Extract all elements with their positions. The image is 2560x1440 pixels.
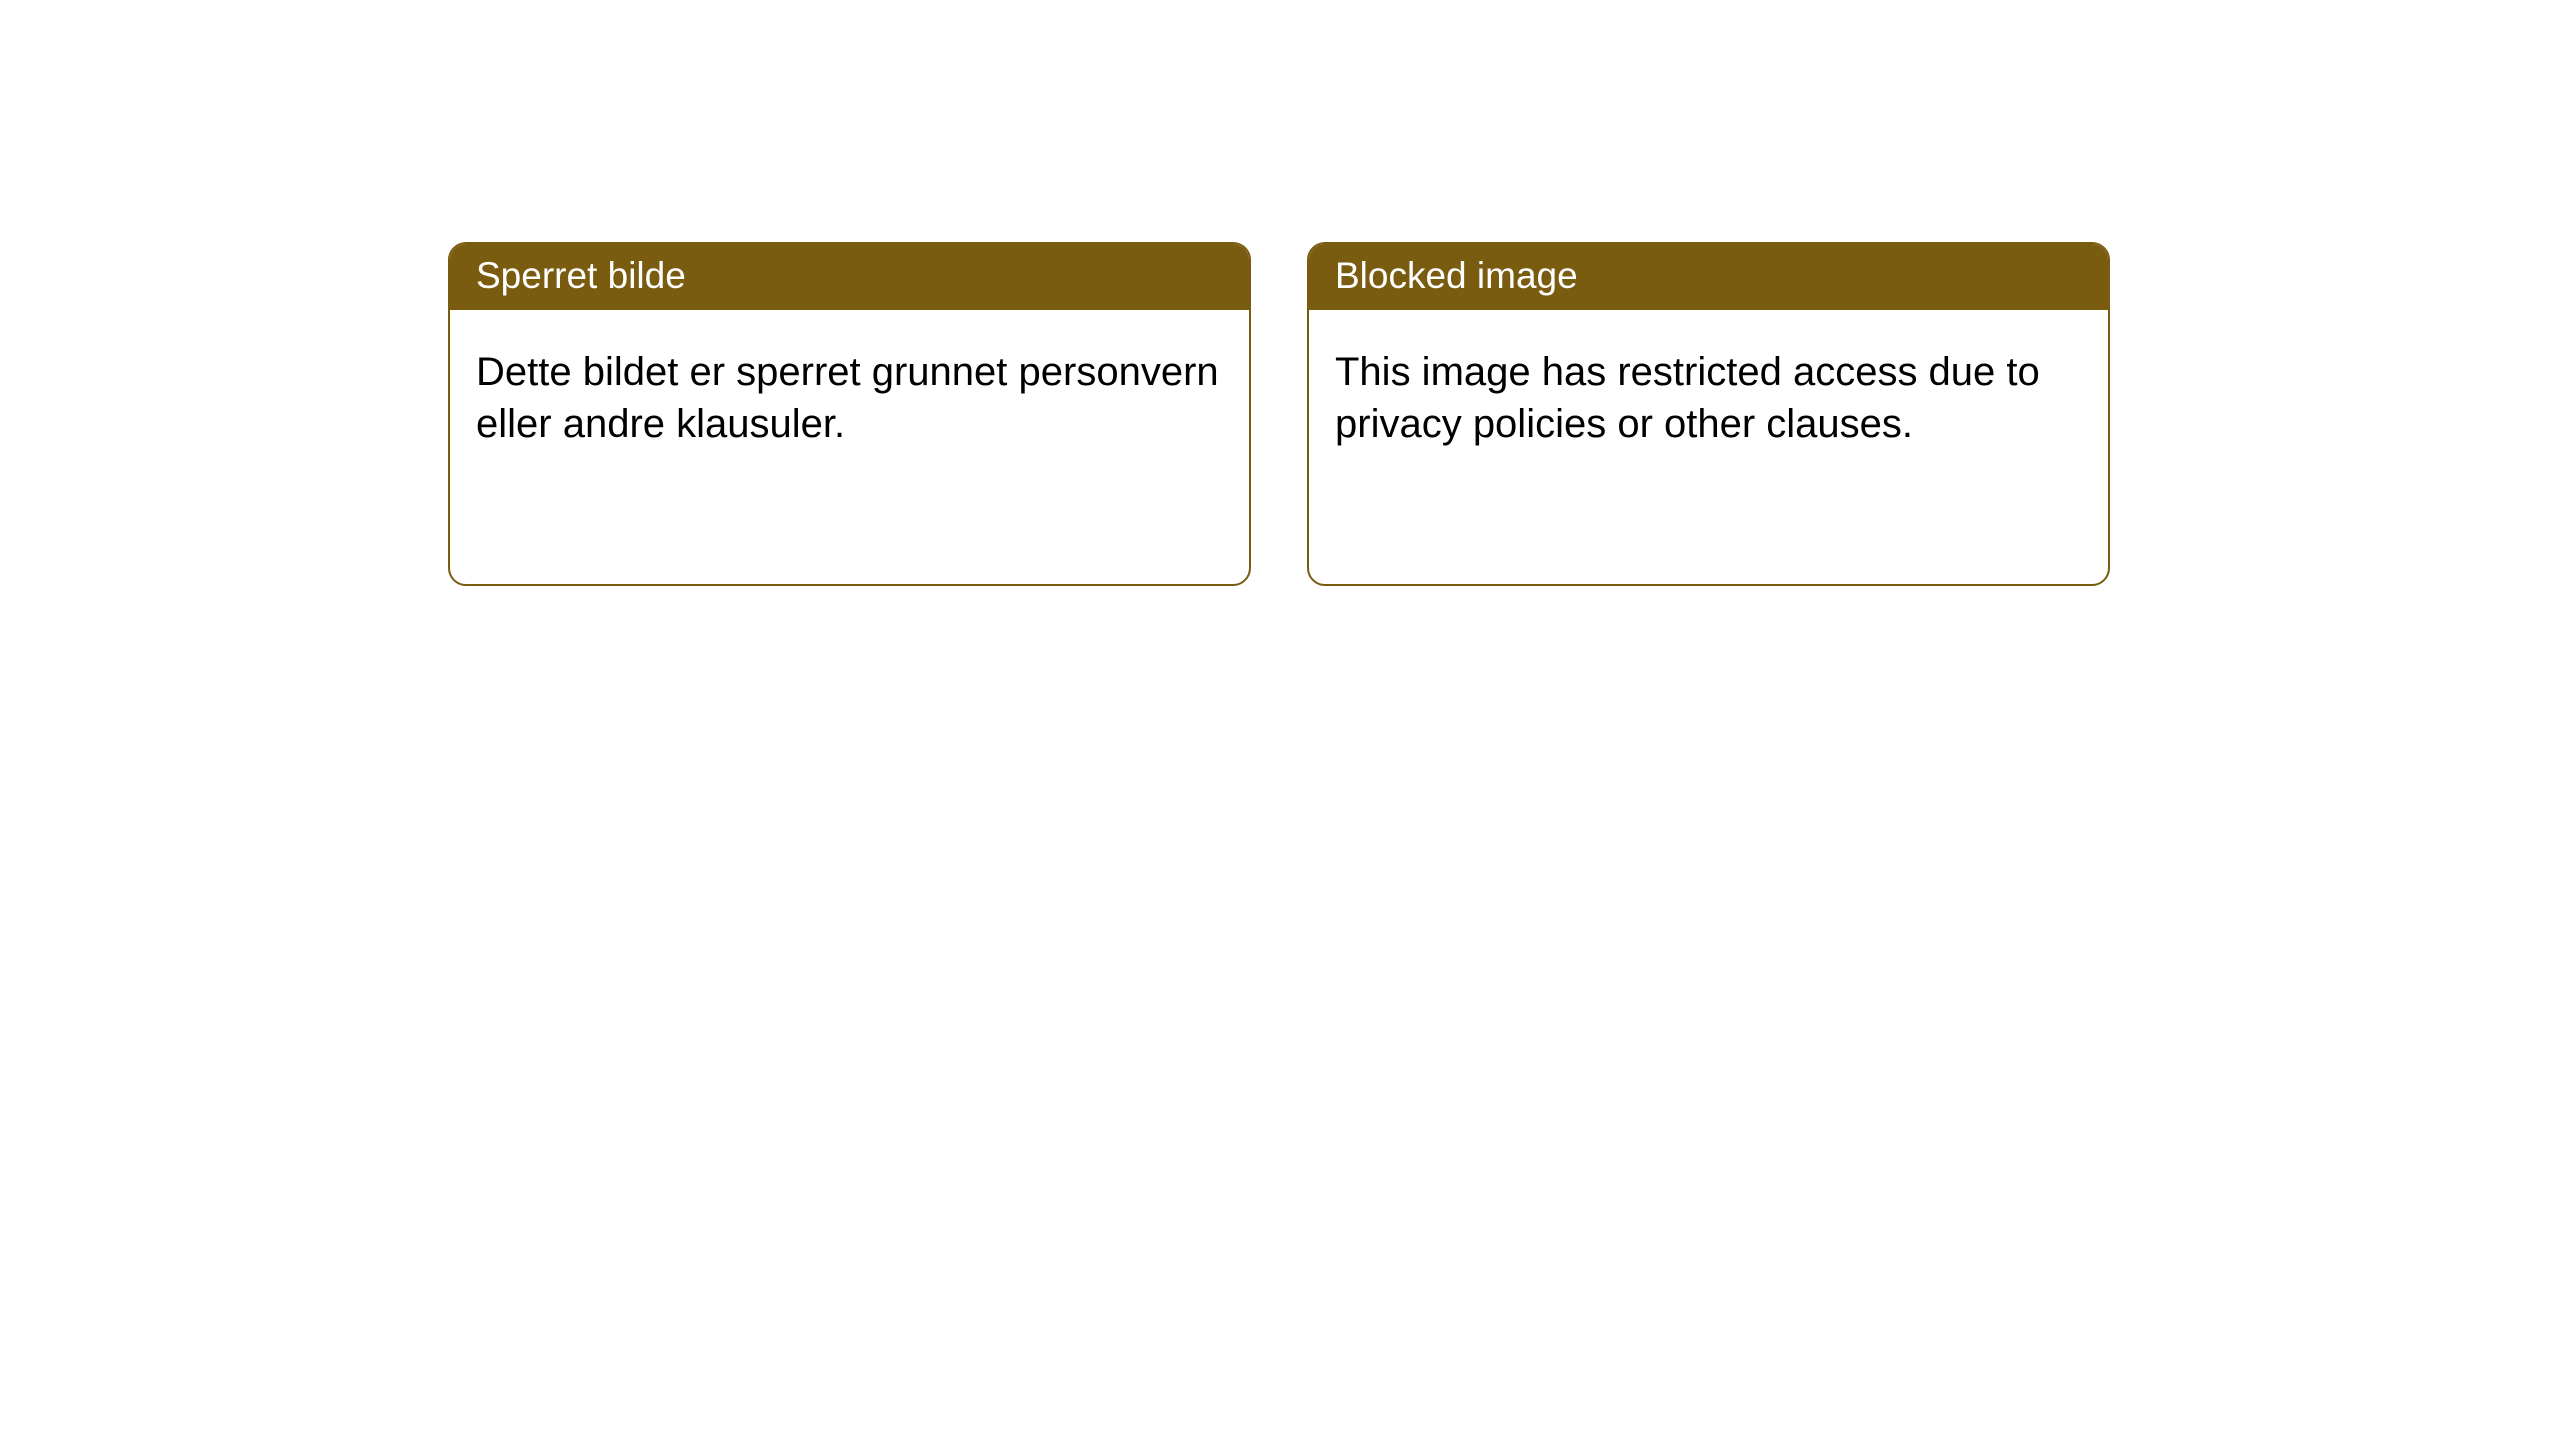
notice-body: This image has restricted access due to … [1309, 310, 2108, 584]
notice-card-norwegian: Sperret bilde Dette bildet er sperret gr… [448, 242, 1251, 586]
notice-header-text: Blocked image [1335, 255, 1578, 296]
notice-header: Blocked image [1309, 244, 2108, 310]
notice-header-text: Sperret bilde [476, 255, 686, 296]
notice-container: Sperret bilde Dette bildet er sperret gr… [0, 0, 2560, 586]
notice-card-english: Blocked image This image has restricted … [1307, 242, 2110, 586]
notice-header: Sperret bilde [450, 244, 1249, 310]
notice-body: Dette bildet er sperret grunnet personve… [450, 310, 1249, 584]
notice-body-text: This image has restricted access due to … [1335, 350, 2040, 446]
notice-body-text: Dette bildet er sperret grunnet personve… [476, 350, 1219, 446]
